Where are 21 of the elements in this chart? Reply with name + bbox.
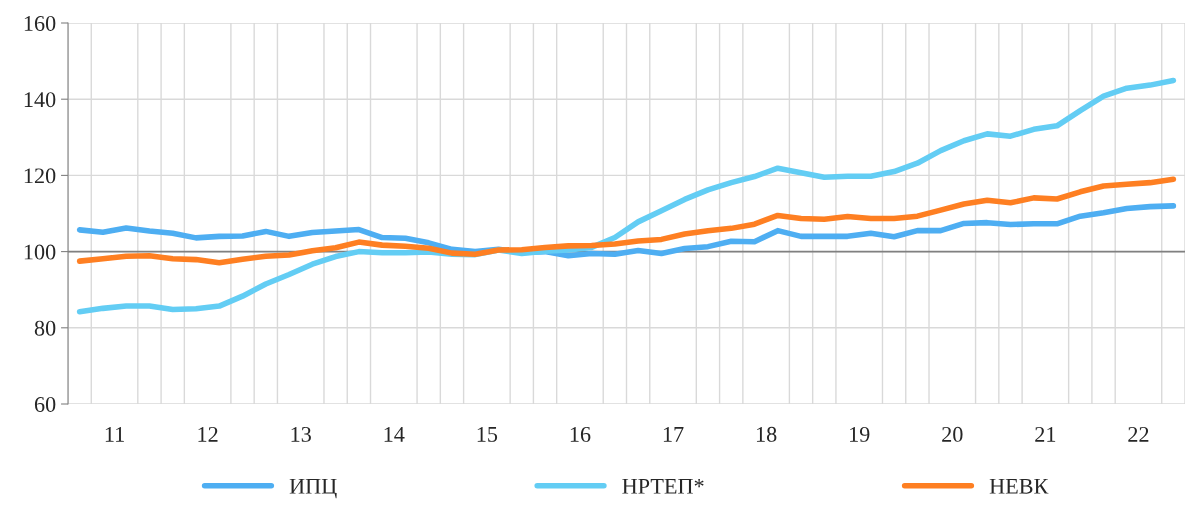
x-tick-label: 15: [477, 426, 498, 442]
x-tick-label: 14: [384, 426, 405, 442]
y-tick-label: 140: [24, 92, 56, 108]
y-tick-label: 80: [34, 320, 56, 336]
legend-label: НРТЕП*: [622, 479, 704, 494]
x-tick-label: 16: [570, 426, 591, 442]
x-tick-label: 11: [105, 426, 124, 442]
legend-label: ИПЦ: [289, 479, 337, 499]
x-tick-label: 13: [291, 426, 311, 442]
y-tick-label: 100: [24, 244, 56, 260]
y-tick-label: 60: [34, 396, 56, 412]
x-tick-label: 20: [942, 426, 963, 442]
x-tick-label: 19: [850, 426, 870, 442]
y-tick-label: 160: [24, 15, 56, 31]
x-tick-label: 17: [663, 426, 684, 442]
x-tick-label: 18: [756, 426, 777, 442]
x-tick-label: 21: [1035, 426, 1056, 442]
x-tick-label: 12: [198, 426, 218, 442]
x-tick-label: 22: [1128, 426, 1149, 442]
y-tick-label: 120: [24, 168, 56, 184]
legend-label: НЕВК: [989, 479, 1049, 494]
